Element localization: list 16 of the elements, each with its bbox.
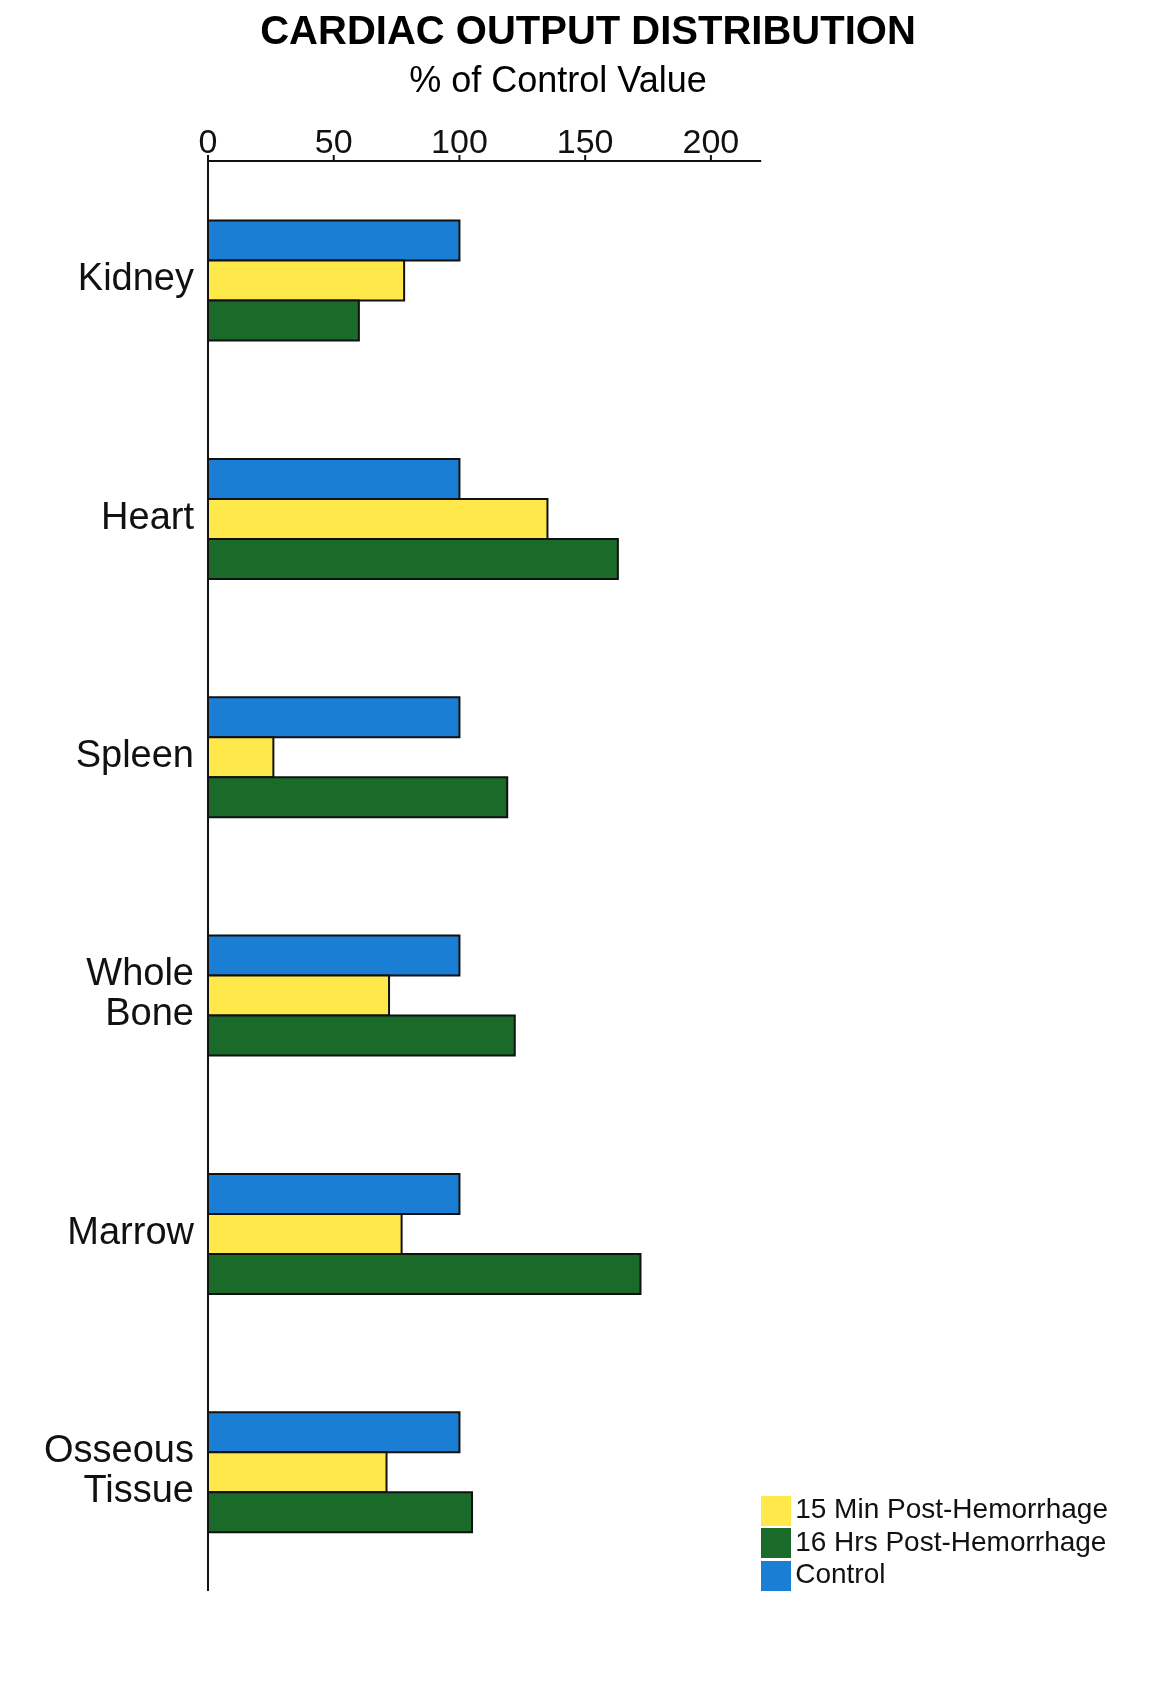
y-tick-label: Spleen [75, 732, 194, 775]
y-tick-label: Whole Bone [86, 951, 194, 1034]
x-tick-label: 150 [556, 122, 614, 160]
legend-label: 15 Min Post-Hemorrhage [795, 1493, 1108, 1525]
legend-label: 16 Hrs Post-Hemorrhage [795, 1525, 1107, 1557]
x-tick-label: 0 [198, 122, 218, 160]
chart-title: CARDIAC OUTPUT DISTRIBUTION [259, 8, 917, 53]
x-tick-label: 200 [682, 122, 740, 160]
legend-label: Control [795, 1558, 886, 1590]
x-tick-label: 100 [431, 122, 488, 160]
y-tick-label: Heart [101, 494, 195, 537]
x-tick-label: 50 [314, 122, 353, 160]
y-tick-label: Marrow [67, 1209, 195, 1252]
x-axis-title: % of Control Value [408, 59, 708, 101]
y-tick-label: Osseous Tissue [44, 1427, 194, 1510]
y-tick-label: Kidney [77, 256, 194, 299]
